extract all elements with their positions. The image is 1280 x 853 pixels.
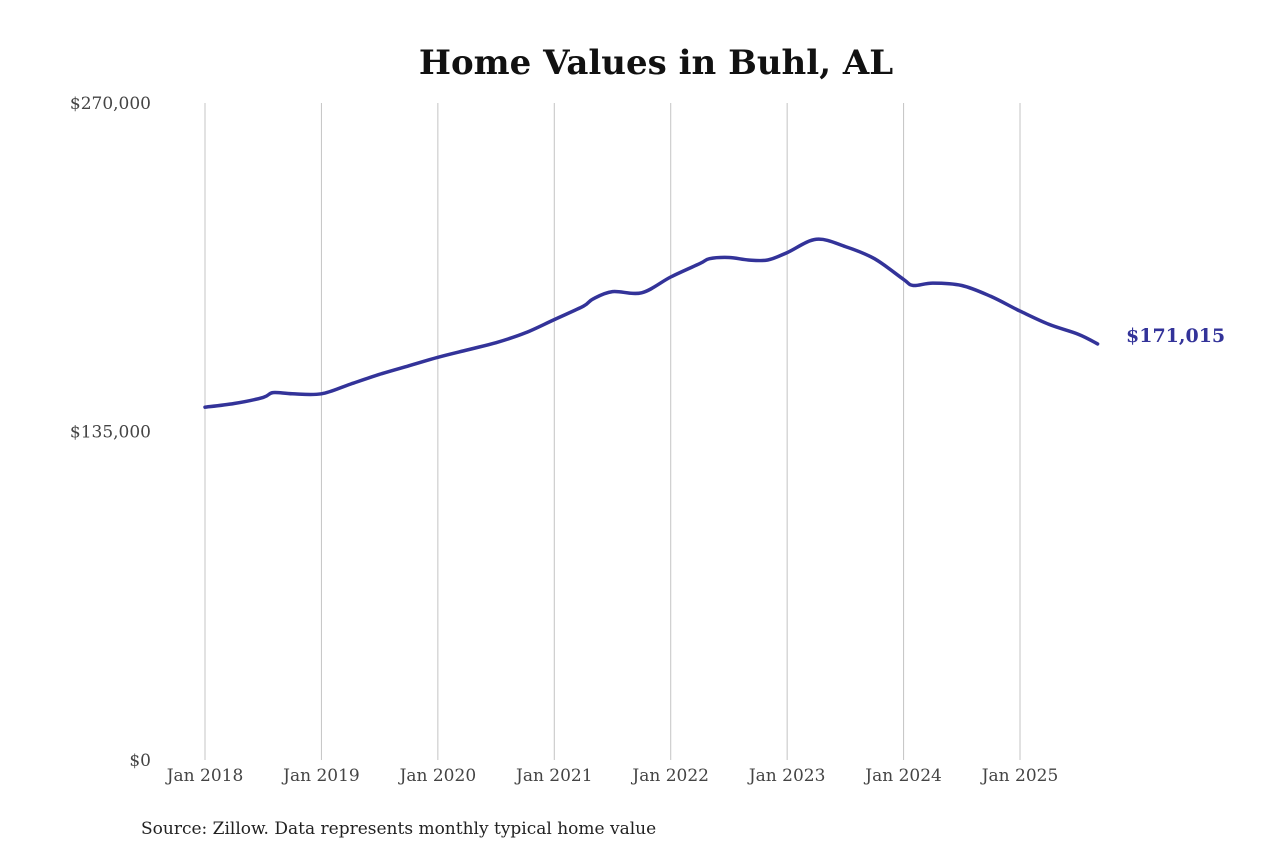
x-tick-label: Jan 2019: [281, 766, 360, 786]
x-tick-label: Jan 2024: [863, 766, 942, 786]
y-tick-label: $0: [129, 751, 151, 771]
x-tick-label: Jan 2020: [398, 766, 477, 786]
chart-title: Home Values in Buhl, AL: [419, 43, 893, 83]
x-axis-ticks: Jan 2018 Jan 2019 Jan 2020 Jan 2021 Jan 2022…: [165, 766, 1059, 786]
x-tick-label: Jan 2021: [514, 766, 593, 786]
y-axis-ticks: $0 $135,000 $270,000: [70, 94, 151, 771]
x-tick-label: Jan 2025: [980, 766, 1059, 786]
y-tick-label: $270,000: [70, 94, 151, 114]
grid-lines: [204, 103, 1021, 760]
x-tick-label: Jan 2023: [747, 766, 826, 786]
x-tick-label: Jan 2022: [630, 766, 709, 786]
x-tick-label: Jan 2018: [165, 766, 244, 786]
end-value-label: $171,015: [1126, 325, 1225, 347]
y-tick-label: $135,000: [70, 423, 151, 443]
source-note: Source: Zillow. Data represents monthly …: [141, 819, 656, 839]
series-line-home-value: [203, 237, 1100, 409]
